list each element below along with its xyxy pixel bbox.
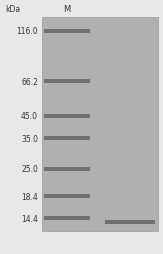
Bar bbox=[105, 220, 155, 224]
Bar bbox=[44, 216, 90, 220]
Text: 25.0: 25.0 bbox=[21, 165, 38, 173]
Text: 35.0: 35.0 bbox=[21, 134, 38, 143]
Bar bbox=[42, 18, 158, 231]
Text: 66.2: 66.2 bbox=[21, 77, 38, 86]
Text: 18.4: 18.4 bbox=[21, 192, 38, 201]
Bar bbox=[44, 195, 90, 198]
Text: 14.4: 14.4 bbox=[21, 214, 38, 223]
Bar bbox=[44, 137, 90, 141]
Text: 116.0: 116.0 bbox=[16, 27, 38, 36]
Text: 45.0: 45.0 bbox=[21, 112, 38, 121]
Bar bbox=[44, 80, 90, 84]
Bar bbox=[44, 167, 90, 171]
Bar bbox=[44, 114, 90, 118]
Bar bbox=[44, 29, 90, 34]
Text: kDa: kDa bbox=[5, 6, 20, 14]
Text: M: M bbox=[63, 6, 71, 14]
